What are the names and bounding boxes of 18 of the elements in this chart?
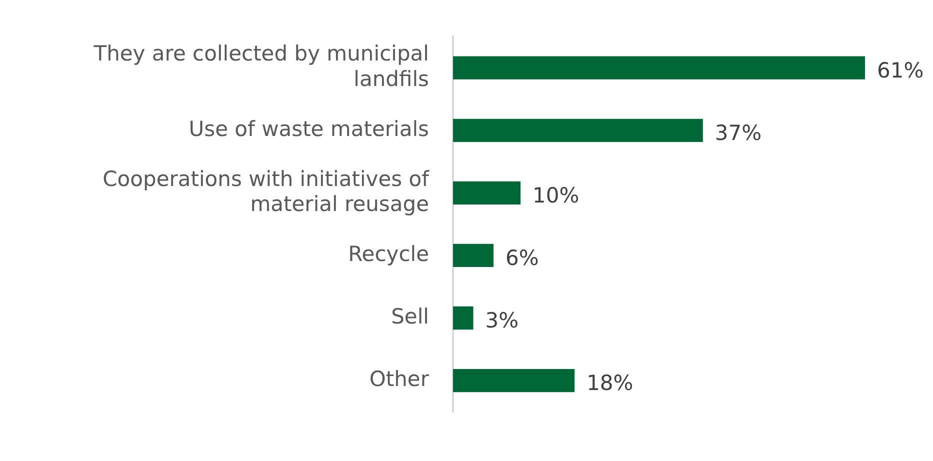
bar xyxy=(453,56,865,80)
data-label: 10% xyxy=(532,183,580,208)
data-label: 61% xyxy=(877,58,924,82)
y-tick-label: Use of waste materials xyxy=(188,116,429,141)
data-label: 6% xyxy=(506,246,539,270)
bar xyxy=(453,244,494,268)
data-label: 18% xyxy=(586,370,634,395)
bar xyxy=(453,306,474,330)
bar xyxy=(453,181,521,204)
y-tick-label: Other xyxy=(369,366,430,391)
y-tick-label: Recycle xyxy=(348,242,429,266)
data-label: 3% xyxy=(485,308,519,332)
bar xyxy=(453,368,575,392)
data-label: 37% xyxy=(714,120,762,145)
y-tick-label: Sell xyxy=(391,304,429,328)
bar xyxy=(453,118,703,142)
y-tick-label: They are collected by municipal landfils xyxy=(92,42,429,91)
y-tick-label: Cooperations with initiatives of material reusage xyxy=(102,166,430,216)
